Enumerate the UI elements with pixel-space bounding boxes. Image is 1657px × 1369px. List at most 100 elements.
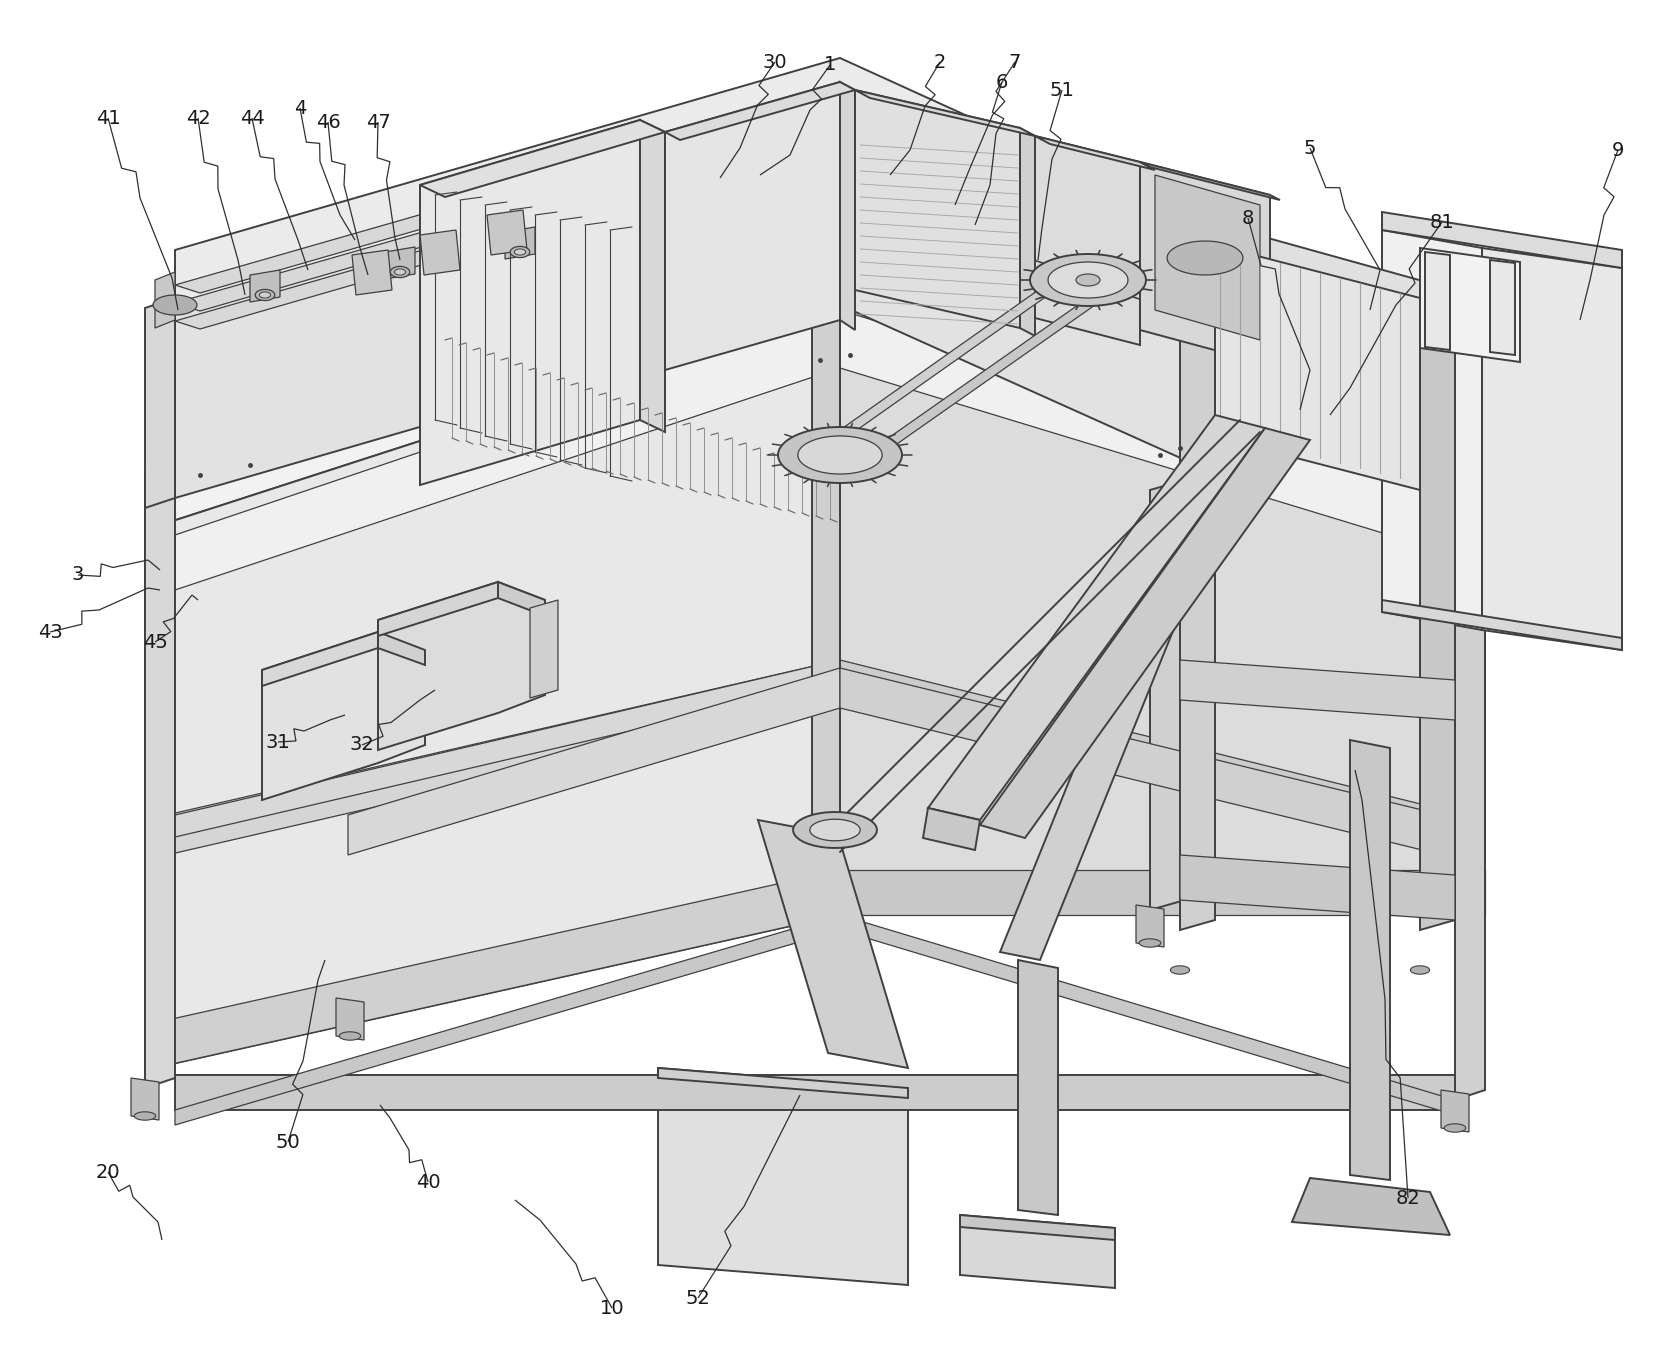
Polygon shape <box>1382 212 1622 268</box>
Polygon shape <box>840 82 855 330</box>
Text: 8: 8 <box>1241 208 1254 227</box>
Polygon shape <box>262 632 378 686</box>
Polygon shape <box>378 582 545 750</box>
Polygon shape <box>928 415 1264 820</box>
Text: 7: 7 <box>1009 52 1021 71</box>
Polygon shape <box>1075 274 1100 286</box>
Polygon shape <box>348 668 840 856</box>
Polygon shape <box>176 136 840 329</box>
Polygon shape <box>779 427 901 483</box>
Text: 1: 1 <box>824 56 837 74</box>
Polygon shape <box>487 209 527 255</box>
Polygon shape <box>384 246 414 279</box>
Polygon shape <box>394 268 406 275</box>
Text: 31: 31 <box>265 732 290 752</box>
Polygon shape <box>1137 905 1163 947</box>
Polygon shape <box>419 230 461 275</box>
Polygon shape <box>1420 248 1519 361</box>
Polygon shape <box>131 1077 159 1120</box>
Polygon shape <box>664 82 855 140</box>
Polygon shape <box>1410 965 1430 975</box>
Polygon shape <box>176 100 840 293</box>
Polygon shape <box>1167 241 1243 275</box>
Text: 43: 43 <box>38 623 63 642</box>
Polygon shape <box>510 246 530 257</box>
Polygon shape <box>146 660 840 860</box>
Polygon shape <box>840 668 1455 858</box>
Polygon shape <box>840 255 1095 437</box>
Polygon shape <box>1185 255 1455 490</box>
Polygon shape <box>530 600 558 698</box>
Text: 2: 2 <box>935 52 946 71</box>
Polygon shape <box>1442 1090 1470 1132</box>
Polygon shape <box>1481 248 1622 650</box>
Polygon shape <box>1155 175 1259 340</box>
Polygon shape <box>1036 136 1140 345</box>
Polygon shape <box>840 242 1485 455</box>
Polygon shape <box>499 582 545 616</box>
Polygon shape <box>799 435 882 474</box>
Polygon shape <box>664 82 840 370</box>
Polygon shape <box>812 231 840 928</box>
Polygon shape <box>146 242 840 487</box>
Polygon shape <box>176 57 1185 307</box>
Text: 10: 10 <box>600 1299 625 1317</box>
Polygon shape <box>514 249 525 255</box>
Polygon shape <box>156 272 176 329</box>
Polygon shape <box>1140 162 1269 366</box>
Polygon shape <box>146 242 1485 530</box>
Polygon shape <box>378 632 424 665</box>
Polygon shape <box>336 998 365 1040</box>
Polygon shape <box>855 90 1021 329</box>
Polygon shape <box>1382 600 1622 650</box>
Polygon shape <box>340 1032 361 1040</box>
Polygon shape <box>152 294 197 315</box>
Polygon shape <box>176 118 840 311</box>
Polygon shape <box>351 251 393 294</box>
Polygon shape <box>828 949 850 957</box>
Polygon shape <box>1170 965 1190 975</box>
Polygon shape <box>146 305 840 1071</box>
Polygon shape <box>658 1068 908 1285</box>
Polygon shape <box>658 1068 908 1098</box>
Polygon shape <box>840 298 1095 479</box>
Polygon shape <box>810 819 860 841</box>
Polygon shape <box>1180 856 1455 920</box>
Polygon shape <box>1150 481 1185 910</box>
Polygon shape <box>146 660 840 845</box>
Polygon shape <box>1180 245 1215 930</box>
Polygon shape <box>979 428 1311 838</box>
Text: 42: 42 <box>186 108 210 127</box>
Text: 51: 51 <box>1049 81 1074 100</box>
Polygon shape <box>176 115 1185 498</box>
Polygon shape <box>262 632 424 799</box>
Polygon shape <box>640 120 664 433</box>
Polygon shape <box>378 582 499 637</box>
Polygon shape <box>146 871 840 1071</box>
Text: 41: 41 <box>96 108 121 127</box>
Polygon shape <box>1036 136 1155 170</box>
Polygon shape <box>840 871 1485 914</box>
Polygon shape <box>419 120 640 485</box>
Polygon shape <box>1017 960 1059 1216</box>
Text: 50: 50 <box>275 1132 300 1151</box>
Polygon shape <box>250 270 280 303</box>
Polygon shape <box>1001 420 1254 960</box>
Polygon shape <box>146 459 176 1088</box>
Text: 32: 32 <box>350 735 374 754</box>
Text: 6: 6 <box>996 73 1007 92</box>
Polygon shape <box>1425 252 1450 350</box>
Polygon shape <box>391 267 409 278</box>
Polygon shape <box>1031 255 1147 307</box>
Polygon shape <box>1455 435 1485 1101</box>
Polygon shape <box>176 914 1455 1125</box>
Text: 81: 81 <box>1430 212 1455 231</box>
Polygon shape <box>1292 1177 1450 1235</box>
Polygon shape <box>146 298 176 508</box>
Polygon shape <box>1420 287 1455 930</box>
Text: 30: 30 <box>762 52 787 71</box>
Polygon shape <box>134 1112 156 1120</box>
Polygon shape <box>794 812 877 847</box>
Polygon shape <box>505 227 535 259</box>
Polygon shape <box>840 660 1485 860</box>
